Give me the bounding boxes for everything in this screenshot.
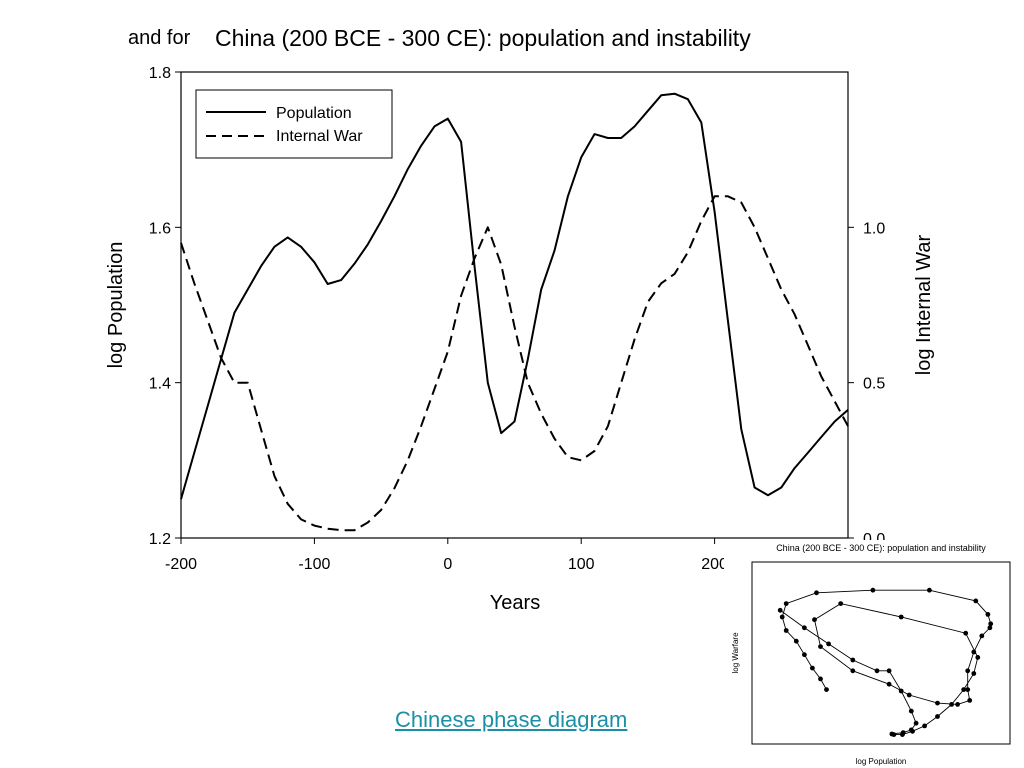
- phase-point: [922, 723, 927, 729]
- phase-point: [826, 641, 831, 647]
- phase-point: [850, 668, 856, 674]
- chart-title: China (200 BCE - 300 CE): population and…: [215, 25, 751, 51]
- y-tick-label: 1.8: [149, 65, 171, 82]
- plot-frame: [180, 71, 849, 539]
- phase-point: [779, 614, 785, 620]
- inset-background: [724, 540, 1024, 768]
- phase-point: [935, 714, 940, 719]
- phase-point: [838, 601, 844, 606]
- inset-y-axis-label: log Warfare: [731, 632, 740, 674]
- phase-point: [979, 633, 985, 639]
- y-tick-label: 1.6: [149, 220, 171, 237]
- phase-point: [850, 657, 856, 663]
- phase-point: [963, 630, 969, 636]
- x-tick-label: -200: [165, 556, 197, 573]
- phase-point: [965, 687, 971, 692]
- chinese-phase-diagram-link[interactable]: Chinese phase diagram: [395, 707, 628, 732]
- phase-point: [814, 590, 819, 596]
- y-tick-label: 1.4: [149, 376, 171, 393]
- phase-point: [824, 687, 829, 692]
- legend-internal-war-label: Internal War: [276, 128, 363, 145]
- inset-title: China (200 BCE - 300 CE): population and…: [776, 543, 986, 553]
- phase-point: [783, 601, 789, 606]
- phase-point: [913, 720, 919, 726]
- phase-point: [777, 607, 783, 613]
- phase-point: [802, 625, 807, 631]
- phase-point: [900, 732, 905, 737]
- phase-point: [886, 681, 892, 687]
- x-tick-label: -100: [298, 556, 330, 573]
- phase-point: [988, 621, 994, 627]
- phase-point: [898, 614, 904, 620]
- slide-prefix-text: and for: [128, 27, 191, 49]
- phase-point: [973, 598, 979, 604]
- phase-point: [891, 732, 897, 737]
- phase-point: [935, 700, 940, 706]
- phase-point: [870, 587, 876, 593]
- y2-tick-label: 1.0: [863, 220, 885, 237]
- phase-point: [985, 612, 991, 617]
- phase-point: [965, 668, 971, 674]
- y2-tick-label: 0.5: [863, 376, 885, 393]
- phase-point: [949, 702, 954, 707]
- legend: Population Internal War: [195, 89, 393, 159]
- phase-point: [987, 625, 993, 631]
- phase-point: [967, 698, 973, 703]
- phase-point: [818, 676, 823, 682]
- legend-box: [195, 89, 393, 159]
- x-tick-label: 200: [701, 556, 728, 573]
- phase-point: [810, 665, 815, 671]
- phase-point: [802, 652, 807, 658]
- phase-point: [910, 728, 915, 734]
- phase-point: [812, 617, 817, 623]
- y2-axis-label: log Internal War: [913, 234, 935, 375]
- phase-point: [955, 702, 960, 707]
- phase-point: [927, 587, 932, 593]
- inset-x-axis-label: log Population: [856, 757, 907, 766]
- phase-point: [906, 692, 912, 698]
- phase-point: [908, 708, 914, 714]
- phase-point: [793, 638, 799, 644]
- x-axis-label: Years: [490, 592, 540, 614]
- phase-point: [971, 671, 977, 676]
- phase-point: [975, 655, 981, 660]
- x-tick-label: 0: [443, 556, 452, 573]
- phase-point: [886, 668, 892, 674]
- internal-war-series-line: [180, 195, 849, 532]
- population-series-line: [180, 92, 849, 500]
- phase-point: [961, 687, 967, 692]
- phase-point: [783, 628, 789, 633]
- phase-point: [818, 644, 823, 649]
- x-tick-label: 100: [568, 556, 595, 573]
- phase-point: [874, 668, 880, 674]
- y-axis-label: log Population: [105, 242, 127, 369]
- inset-frame: [751, 561, 1011, 745]
- phase-point: [898, 688, 904, 694]
- y-tick-label: 1.2: [149, 531, 171, 548]
- legend-population-label: Population: [276, 105, 352, 122]
- phase-point: [971, 649, 977, 655]
